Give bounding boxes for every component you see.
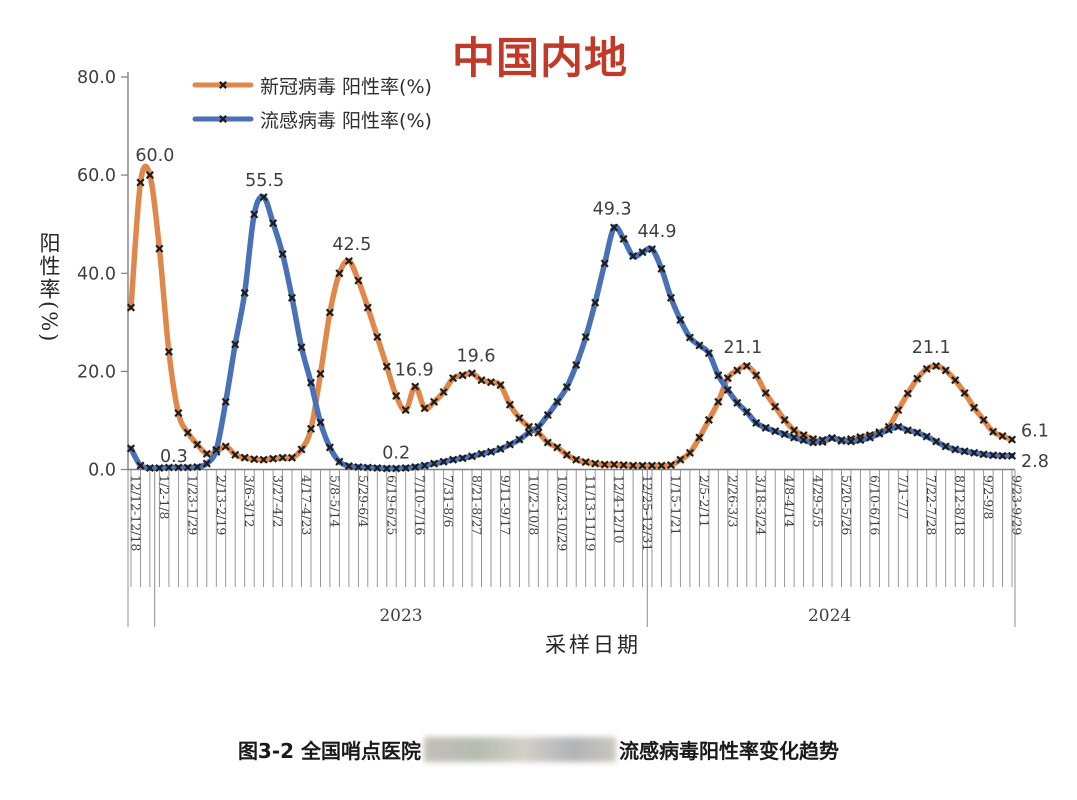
svg-text:8/12-8/18: 8/12-8/18 — [953, 475, 968, 535]
svg-text:6/10-6/16: 6/10-6/16 — [867, 475, 882, 535]
svg-text:3/18-3/24: 3/18-3/24 — [754, 475, 769, 535]
svg-text:19.6: 19.6 — [457, 346, 496, 366]
svg-text:6.1: 6.1 — [1021, 422, 1049, 442]
svg-text:2/5-2/11: 2/5-2/11 — [697, 475, 712, 527]
svg-text:55.5: 55.5 — [245, 171, 284, 191]
svg-text:4/17-4/23: 4/17-4/23 — [299, 475, 314, 535]
svg-text:1/15-1/21: 1/15-1/21 — [669, 475, 684, 535]
legend: 新冠病毒 阳性率(%) 流感病毒 阳性率(%) — [192, 70, 432, 134]
figure-caption: 图3-2 全国哨点医院 流感病毒阳性率变化趋势 — [0, 735, 1077, 764]
x-axis-title: 采样日期 — [545, 633, 641, 657]
svg-text:1/23-1/29: 1/23-1/29 — [185, 475, 200, 535]
y-axis: 0.0 20.0 40.0 60.0 80.0 — [77, 68, 129, 481]
svg-text:5/20-5/26: 5/20-5/26 — [839, 475, 854, 535]
svg-text:20.0: 20.0 — [77, 362, 116, 382]
year-separators — [127, 470, 1016, 627]
svg-text:21.1: 21.1 — [723, 338, 762, 358]
data-annotations: 60.0 0.3 55.5 42.5 16.9 0.2 19.6 49.3 44.9 21.1 21… — [135, 146, 1048, 472]
svg-text:7/22-7/28: 7/22-7/28 — [924, 475, 939, 535]
svg-text:2/26-3/3: 2/26-3/3 — [725, 475, 740, 527]
svg-text:10/23-10/29: 10/23-10/29 — [555, 475, 570, 551]
censored-text — [424, 737, 617, 762]
svg-text:4/29-5/5: 4/29-5/5 — [811, 475, 826, 527]
svg-text:8/21-8/27: 8/21-8/27 — [470, 475, 485, 535]
flu-line-sample-icon — [192, 115, 254, 123]
svg-text:3/6-3/12: 3/6-3/12 — [242, 475, 257, 527]
svg-text:5/8-5/14: 5/8-5/14 — [327, 475, 342, 527]
svg-text:2/13-2/19: 2/13-2/19 — [214, 475, 229, 535]
x-axis-tick-comb — [130, 470, 1016, 587]
svg-text:1/2-1/8: 1/2-1/8 — [157, 475, 172, 520]
svg-text:60.0: 60.0 — [135, 146, 174, 166]
svg-text:7/31-8/6: 7/31-8/6 — [441, 475, 456, 527]
legend-item-covid: 新冠病毒 阳性率(%) — [192, 70, 432, 100]
svg-text:5/29-6/4: 5/29-6/4 — [356, 475, 371, 527]
svg-text:3/27-4/2: 3/27-4/2 — [271, 475, 286, 527]
svg-text:7/1-7/7: 7/1-7/7 — [896, 475, 911, 520]
chart-title: 中国内地 — [452, 34, 628, 84]
svg-text:21.1: 21.1 — [912, 338, 951, 358]
caption-prefix: 图3-2 全国哨点医院 — [237, 739, 422, 763]
svg-text:40.0: 40.0 — [77, 264, 116, 284]
svg-text:9/11-9/17: 9/11-9/17 — [498, 475, 513, 535]
covid-line-sample-icon — [192, 81, 254, 89]
covid-series-line — [128, 163, 1015, 469]
svg-text:11/13-11/19: 11/13-11/19 — [583, 475, 598, 551]
svg-text:0.3: 0.3 — [160, 447, 188, 467]
covid-series — [126, 163, 1017, 470]
svg-text:10/2-10/8: 10/2-10/8 — [526, 475, 541, 535]
svg-text:12/25-12/31: 12/25-12/31 — [640, 475, 655, 551]
svg-text:42.5: 42.5 — [332, 235, 371, 255]
svg-text:2.8: 2.8 — [1021, 452, 1049, 472]
covid-series-markers — [126, 171, 1017, 470]
svg-text:44.9: 44.9 — [638, 222, 677, 242]
flu-series-line — [128, 194, 1015, 472]
svg-text:49.3: 49.3 — [593, 200, 632, 220]
flu-series — [126, 193, 1017, 473]
caption-suffix: 流感病毒阳性率变化趋势 — [619, 739, 840, 763]
svg-text:12/12-12/18: 12/12-12/18 — [129, 475, 144, 551]
svg-text:9/23-9/29: 9/23-9/29 — [1010, 475, 1025, 535]
svg-text:6/19-6/25: 6/19-6/25 — [384, 475, 399, 535]
svg-text:2023: 2023 — [379, 606, 422, 626]
svg-text:12/4-12/10: 12/4-12/10 — [612, 475, 627, 543]
svg-text:16.9: 16.9 — [395, 361, 434, 381]
year-labels: 2023 2024 — [379, 606, 851, 626]
legend-label-flu: 流感病毒 阳性率(%) — [260, 109, 432, 132]
x-axis-tick-labels: 12/12-12/18 1/2-1/8 1/23-1/29 2/13-2/19 3/6-… — [129, 475, 1025, 551]
legend-label-covid: 新冠病毒 阳性率(%) — [260, 75, 432, 98]
svg-text:80.0: 80.0 — [77, 68, 116, 88]
svg-text:4/8-4/14: 4/8-4/14 — [782, 475, 797, 527]
svg-text:2024: 2024 — [808, 606, 851, 626]
flu-series-markers — [126, 193, 1017, 473]
legend-item-flu: 流感病毒 阳性率(%) — [192, 104, 432, 134]
svg-text:0.0: 0.0 — [88, 461, 116, 481]
svg-text:60.0: 60.0 — [77, 166, 116, 186]
svg-text:7/10-7/16: 7/10-7/16 — [413, 475, 428, 535]
y-axis-title: 阳性率(%) — [37, 232, 61, 344]
svg-text:0.2: 0.2 — [382, 444, 410, 464]
svg-text:9/2-9/8: 9/2-9/8 — [981, 475, 996, 520]
